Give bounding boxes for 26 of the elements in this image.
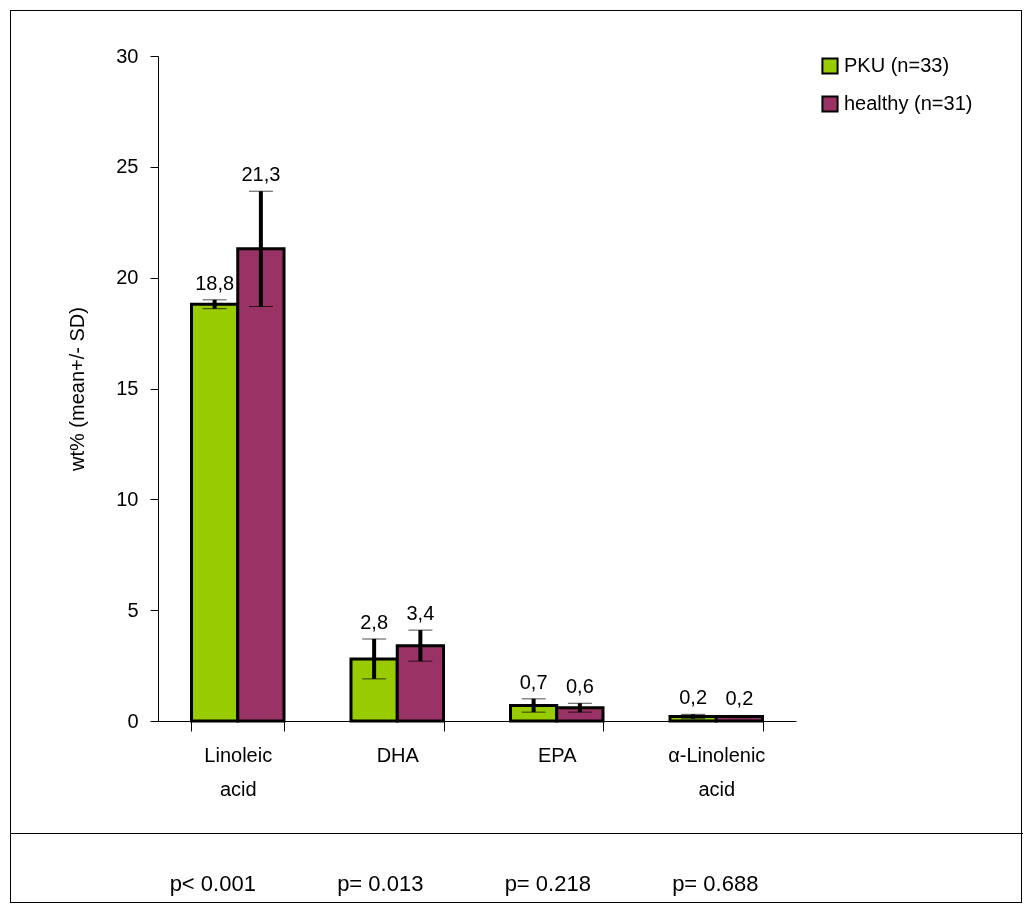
data-label: 0,6 xyxy=(565,675,594,698)
text: p< 0.001 xyxy=(169,871,256,897)
y-tick-label: 30 xyxy=(116,44,139,67)
text: p= 0.688 xyxy=(672,871,759,897)
y-tick-label: 10 xyxy=(116,487,139,510)
data-label: 3,4 xyxy=(406,602,435,625)
y-tick-label: 15 xyxy=(116,377,139,399)
data-label: 21,3 xyxy=(241,163,281,186)
x-tick-label: α-Linolenic acid xyxy=(668,743,766,800)
x-tick-label: DHA xyxy=(376,743,420,766)
text: p= 0.218 xyxy=(504,871,591,897)
y-tick-label: 5 xyxy=(127,598,139,621)
y-tick-label: 0 xyxy=(127,709,139,732)
y-tick-label: 20 xyxy=(116,266,139,289)
data-label: 2,8 xyxy=(360,610,389,633)
x-tick-label: EPA xyxy=(537,743,578,766)
data-label: 0,7 xyxy=(519,670,548,693)
data-label: 0,2 xyxy=(679,686,708,709)
y-tick-label: 25 xyxy=(116,155,139,178)
text: p= 0.013 xyxy=(337,871,424,897)
y-axis-title: wt% (mean+/- SD) xyxy=(66,307,89,472)
data-label: 18,8 xyxy=(195,271,235,294)
legend-label: PKU (n=33) xyxy=(844,54,950,76)
legend-label: healthy (n=31) xyxy=(844,92,973,114)
data-label: 0,2 xyxy=(725,687,754,710)
x-tick-label: Linoleic acid xyxy=(204,743,273,800)
